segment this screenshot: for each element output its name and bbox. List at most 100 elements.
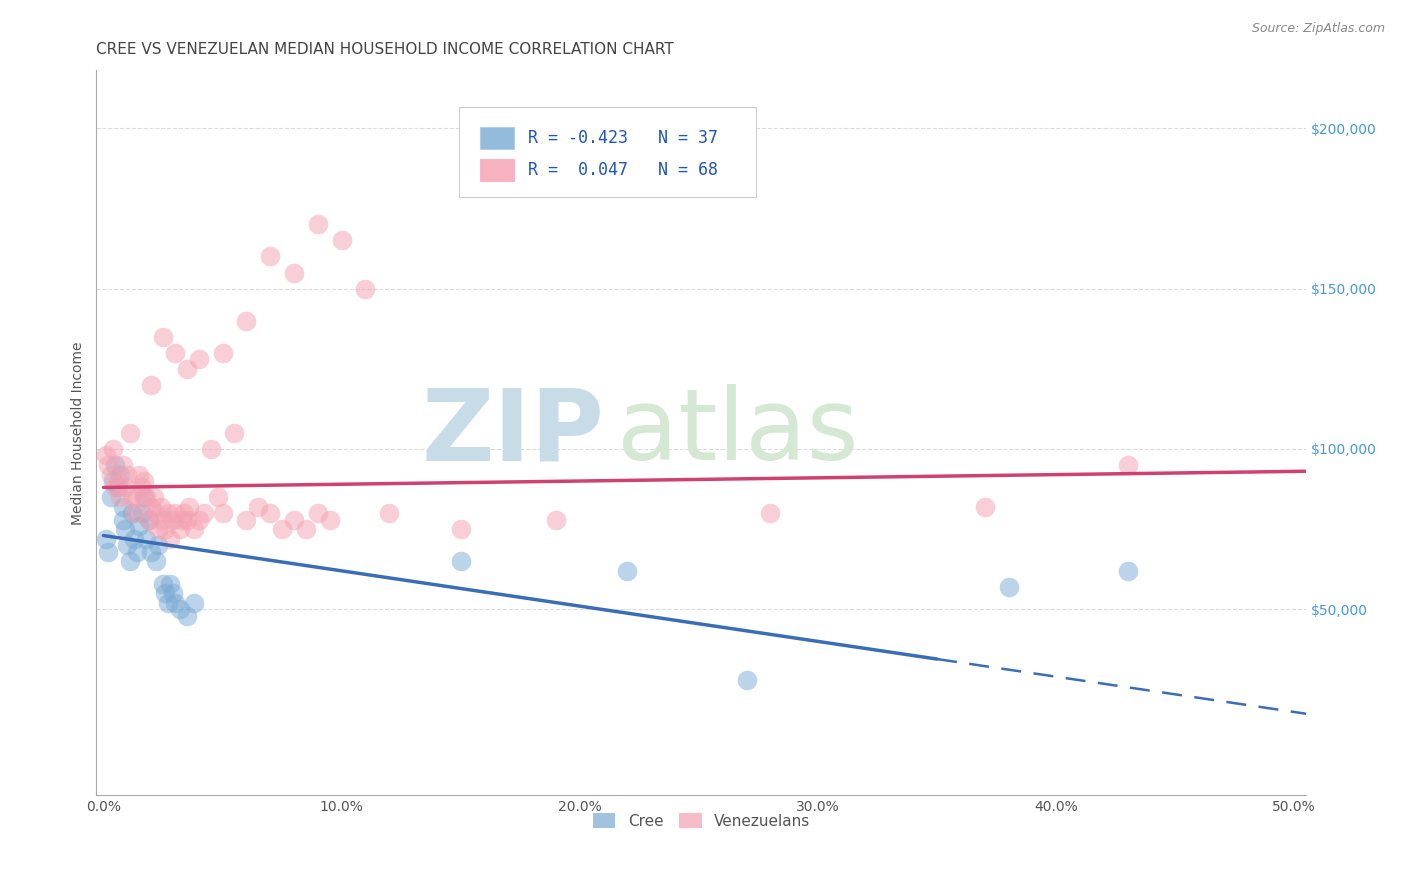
Point [307,218,329,232]
Point [104,458,127,472]
Point [319,512,342,526]
Point [125,490,148,504]
Point [139,500,162,514]
Point [131,480,153,494]
Point [104,480,127,494]
Point [114,480,136,494]
Point [378,506,401,520]
Point [128,467,150,482]
Point [169,602,191,616]
Point [128,519,150,533]
Point [183,596,205,610]
Point [235,512,257,526]
Point [135,532,157,546]
Point [176,361,198,376]
Point [155,586,177,600]
Point [193,506,215,520]
Point [179,500,201,514]
Point [100,467,122,482]
Point [1116,564,1139,578]
Point [159,576,181,591]
Point [156,506,179,520]
Point [735,673,758,687]
Point [200,442,222,456]
Point [101,442,124,456]
Text: atlas: atlas [617,384,858,482]
Point [173,506,195,520]
Point [155,522,177,536]
Text: Source: ZipAtlas.com: Source: ZipAtlas.com [1251,22,1385,36]
Point [450,522,472,536]
Point [187,352,209,367]
Point [118,425,141,440]
Point [159,532,181,546]
Point [295,522,318,536]
Point [111,458,134,472]
Point [207,490,229,504]
Point [973,500,995,514]
Point [152,576,174,591]
Point [149,500,172,514]
Point [176,512,198,526]
Point [616,564,638,578]
Point [148,538,170,552]
FancyBboxPatch shape [479,159,513,180]
Point [162,512,184,526]
Point [450,554,472,568]
Point [224,425,246,440]
Point [108,490,131,504]
Point [172,512,194,526]
Point [211,345,233,359]
Point [132,490,155,504]
Point [97,544,120,558]
Point [1116,458,1139,472]
Text: CREE VS VENEZUELAN MEDIAN HOUSEHOLD INCOME CORRELATION CHART: CREE VS VENEZUELAN MEDIAN HOUSEHOLD INCO… [97,42,673,57]
Point [759,506,782,520]
Point [139,377,162,392]
Point [163,596,186,610]
Point [997,580,1019,594]
Point [187,512,209,526]
Point [107,480,129,494]
Point [211,506,233,520]
Point [101,474,124,488]
Point [121,506,143,520]
Point [544,512,567,526]
Point [124,506,146,520]
Point [125,544,148,558]
Point [183,522,205,536]
Point [162,586,184,600]
Point [111,512,134,526]
FancyBboxPatch shape [460,107,755,197]
Point [247,500,270,514]
Point [94,532,117,546]
Point [139,544,162,558]
Point [148,522,170,536]
Point [145,506,167,520]
Point [100,490,122,504]
Text: R =  0.047   N = 68: R = 0.047 N = 68 [529,161,718,178]
Point [111,500,134,514]
Point [354,281,377,295]
FancyBboxPatch shape [479,127,513,149]
Point [117,467,139,482]
Point [176,608,198,623]
Point [108,467,131,482]
Point [163,506,186,520]
Y-axis label: Median Household Income: Median Household Income [72,341,86,524]
Point [271,522,294,536]
Point [121,490,143,504]
Legend: Cree, Venezuelans: Cree, Venezuelans [586,806,815,835]
Point [138,512,160,526]
Point [152,512,174,526]
Point [94,448,117,462]
Point [156,596,179,610]
Point [131,506,153,520]
Point [169,522,191,536]
Point [163,345,186,359]
Point [114,522,136,536]
Point [117,538,139,552]
Point [107,474,129,488]
Point [97,458,120,472]
Point [235,313,257,327]
